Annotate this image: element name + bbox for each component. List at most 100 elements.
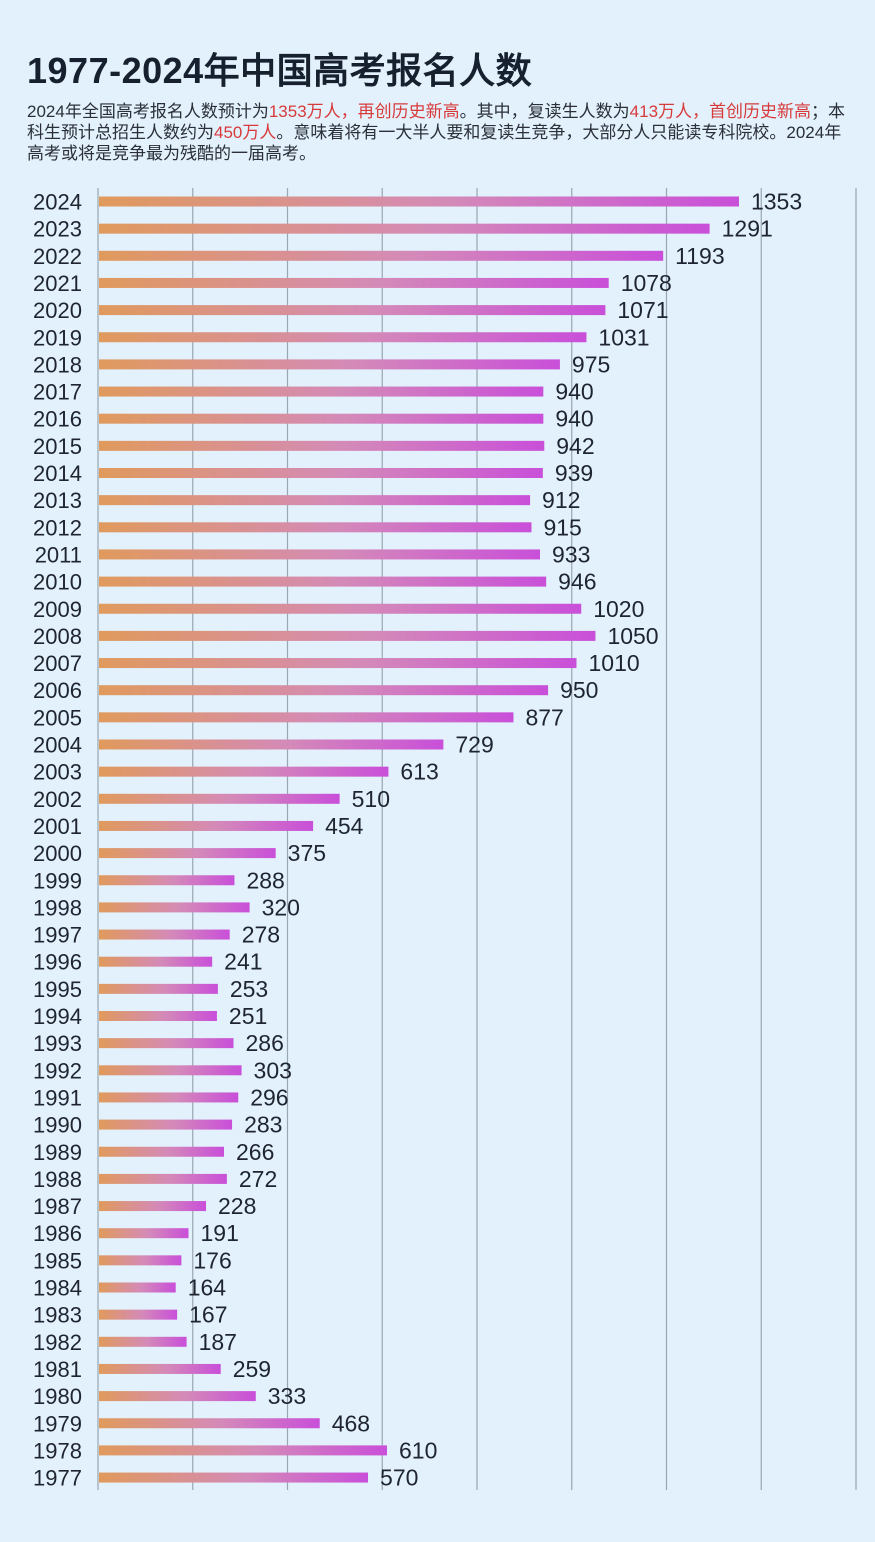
year-label: 2011 <box>35 542 82 567</box>
bar-2023 <box>99 223 710 234</box>
bar-2001 <box>99 820 314 831</box>
bar-2017 <box>99 386 544 397</box>
bar-2004 <box>99 739 444 750</box>
value-label: 729 <box>455 732 493 758</box>
bar-2009 <box>99 603 582 614</box>
subtitle-text: ；本科生预计总招生人数约为 <box>27 102 846 142</box>
year-label: 2018 <box>33 352 82 377</box>
subtitle-highlight: 450万人 <box>214 123 277 142</box>
year-label: 1985 <box>33 1248 82 1273</box>
value-label: 1010 <box>588 650 639 676</box>
bar-1989 <box>99 1146 225 1157</box>
bar-1998 <box>99 902 250 913</box>
value-label: 1078 <box>621 270 672 296</box>
bar-1994 <box>99 1011 217 1021</box>
value-label: 278 <box>242 922 280 948</box>
value-label: 454 <box>325 813 364 839</box>
year-label: 1980 <box>33 1384 82 1409</box>
bar-1978 <box>99 1445 387 1456</box>
year-label: 2002 <box>33 787 82 812</box>
value-label: 613 <box>400 759 438 785</box>
year-label: 1981 <box>33 1357 82 1382</box>
value-label: 333 <box>268 1383 306 1409</box>
value-label: 1193 <box>675 243 724 269</box>
value-label: 253 <box>230 976 268 1002</box>
bar-2014 <box>99 468 543 478</box>
bar-2010 <box>99 576 547 587</box>
value-label: 296 <box>250 1084 288 1110</box>
year-label: 1991 <box>33 1085 82 1110</box>
year-label: 1984 <box>33 1276 82 1301</box>
year-label: 2019 <box>33 325 82 350</box>
year-label: 2017 <box>33 380 82 405</box>
bar-1986 <box>99 1228 189 1239</box>
year-label: 1986 <box>33 1221 82 1246</box>
year-label: 1998 <box>33 895 82 920</box>
subtitle-text: 2024年全国高考报名人数预计为 <box>27 102 269 121</box>
year-label: 1990 <box>33 1113 82 1138</box>
bar-1983 <box>99 1309 178 1320</box>
year-label: 2009 <box>33 597 82 622</box>
bar-2021 <box>99 277 609 288</box>
bar-1995 <box>99 983 218 994</box>
year-label: 1989 <box>33 1140 82 1165</box>
year-label: 1995 <box>33 977 82 1002</box>
bar-2002 <box>99 793 340 804</box>
bar-1996 <box>99 956 213 967</box>
value-label: 1353 <box>751 189 802 215</box>
bar-2003 <box>99 766 389 777</box>
value-label: 940 <box>555 379 593 405</box>
year-label: 2000 <box>33 841 82 866</box>
year-label: 1988 <box>33 1167 82 1192</box>
bar-1987 <box>99 1201 207 1212</box>
year-label: 2023 <box>33 217 82 242</box>
value-label: 187 <box>199 1329 237 1355</box>
year-label: 2021 <box>33 271 82 296</box>
value-label: 1291 <box>722 216 773 242</box>
value-label: 176 <box>193 1247 231 1273</box>
year-label: 1996 <box>33 950 82 975</box>
subtitle-highlight: 413万人，首创历史新高 <box>629 102 812 121</box>
year-label: 1997 <box>33 923 82 948</box>
year-label: 1979 <box>33 1411 82 1436</box>
subtitle: 2024年全国高考报名人数预计为1353万人，再创历史新高。其中，复读生人数为4… <box>27 101 857 164</box>
year-label: 2014 <box>33 461 82 486</box>
bar-1984 <box>99 1282 176 1293</box>
bar-1991 <box>99 1092 239 1103</box>
bar-2011 <box>99 549 541 560</box>
value-label: 303 <box>254 1057 292 1083</box>
bar-2008 <box>99 630 596 641</box>
bar-2016 <box>99 413 544 424</box>
value-label: 468 <box>332 1410 370 1436</box>
value-label: 286 <box>245 1030 283 1056</box>
value-label: 191 <box>200 1220 238 1246</box>
year-label: 1987 <box>33 1194 82 1219</box>
value-label: 570 <box>380 1465 418 1491</box>
bar-2012 <box>99 522 532 533</box>
value-label: 259 <box>233 1356 271 1382</box>
value-label: 228 <box>218 1193 256 1219</box>
value-label: 877 <box>525 704 563 730</box>
bar-2005 <box>99 712 514 723</box>
year-label: 2001 <box>33 814 82 839</box>
page-title: 1977-2024年中国高考报名人数 <box>27 50 533 91</box>
value-label: 167 <box>189 1302 227 1328</box>
bar-1980 <box>99 1391 256 1402</box>
year-label: 2003 <box>33 760 82 785</box>
bar-1977 <box>99 1472 369 1483</box>
year-label: 2007 <box>33 651 82 676</box>
value-label: 912 <box>542 487 580 513</box>
bar-2024 <box>99 196 739 207</box>
value-label: 241 <box>224 949 262 975</box>
value-label: 1031 <box>598 324 649 350</box>
year-label: 1994 <box>33 1004 82 1029</box>
value-label: 288 <box>246 867 284 893</box>
value-label: 251 <box>229 1003 267 1029</box>
year-label: 2006 <box>33 678 82 703</box>
bar-1993 <box>99 1038 234 1049</box>
value-label: 1050 <box>607 623 658 649</box>
year-label: 2015 <box>33 434 82 459</box>
bar-1992 <box>99 1065 242 1076</box>
bar-2000 <box>99 848 276 859</box>
value-label: 375 <box>288 840 326 866</box>
